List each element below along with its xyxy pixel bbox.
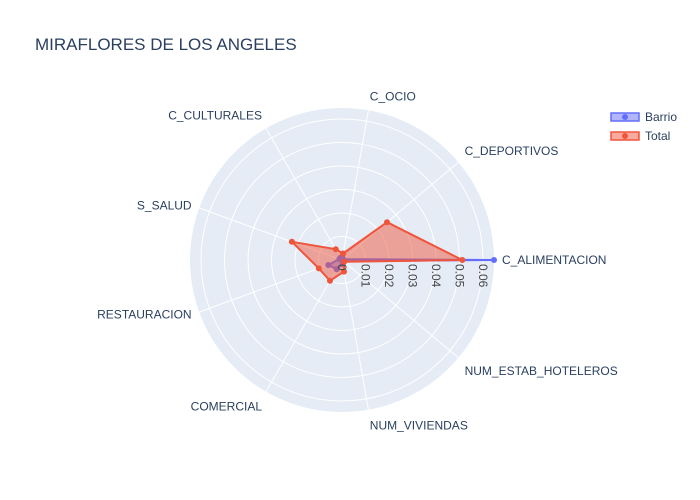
- grid-spoke-7: [341, 259, 369, 410]
- radial-tick-label-0: 0: [335, 264, 349, 271]
- legend-swatch-barrio: [610, 111, 640, 122]
- grid-spoke-3: [265, 128, 343, 261]
- legend-label-barrio: Barrio: [645, 109, 678, 124]
- grid-spoke-2: [341, 110, 369, 261]
- angular-label-restauracion: RESTAURACION: [97, 308, 191, 322]
- radial-tick-label-4: 0.04: [429, 264, 443, 288]
- legend-swatch-total: [610, 130, 640, 141]
- point-total-num_viviendas: [341, 268, 347, 275]
- chart-title: MIRAFLORES DE LOS ANGELES: [35, 35, 297, 54]
- angular-labels: C_ALIMENTACION C_DEPORTIVOS C_OCIO C_CULTUR…: [97, 89, 618, 432]
- angular-label-c_culturales: C_CULTURALES: [168, 108, 262, 122]
- angular-label-comercial: COMERCIAL: [191, 400, 263, 414]
- legend-item-total[interactable]: Total: [610, 126, 677, 145]
- radial-tick-label-5: 0.05: [452, 264, 466, 288]
- point-total-num_estab_hoteleros: [341, 258, 348, 265]
- radial-tick-label-3: 0.03: [405, 264, 419, 288]
- point-total-c_culturales: [332, 246, 339, 253]
- point-total-c_alimentacion: [459, 257, 466, 263]
- point-total-s_salud: [288, 238, 295, 245]
- legend: Barrio Total: [610, 107, 677, 145]
- point-total-c_ocio: [340, 250, 347, 257]
- angular-label-c_deportivos: C_DEPORTIVOS: [465, 144, 559, 158]
- angular-label-num_estab_hoteleros: NUM_ESTAB_HOTELEROS: [465, 364, 618, 378]
- grid-spoke-8: [341, 259, 459, 359]
- point-total-comercial: [327, 277, 333, 284]
- angular-label-c_alimentacion: C_ALIMENTACION: [502, 253, 606, 267]
- point-barrio-c_alimentacion: [491, 257, 497, 263]
- series-total: [288, 219, 466, 284]
- radial-axis: 0 0.01 0.02 0.03 0.04 0.05 0.06: [335, 264, 490, 288]
- angular-label-num_viviendas: NUM_VIVIENDAS: [370, 419, 468, 433]
- series-layer: [288, 219, 497, 284]
- radial-tick-label-6: 0.06: [476, 264, 490, 288]
- legend-item-barrio[interactable]: Barrio: [610, 107, 677, 126]
- point-total-restauracion: [315, 265, 322, 272]
- angular-label-c_ocio: C_OCIO: [370, 89, 416, 103]
- radial-tick-label-2: 0.02: [382, 264, 396, 288]
- legend-label-total: Total: [645, 128, 671, 143]
- series-area-total: [290, 221, 464, 282]
- angular-label-s_salud: S_SALUD: [137, 198, 192, 212]
- point-total-c_deportivos: [384, 219, 390, 226]
- radial-tick-label-1: 0.01: [358, 264, 372, 288]
